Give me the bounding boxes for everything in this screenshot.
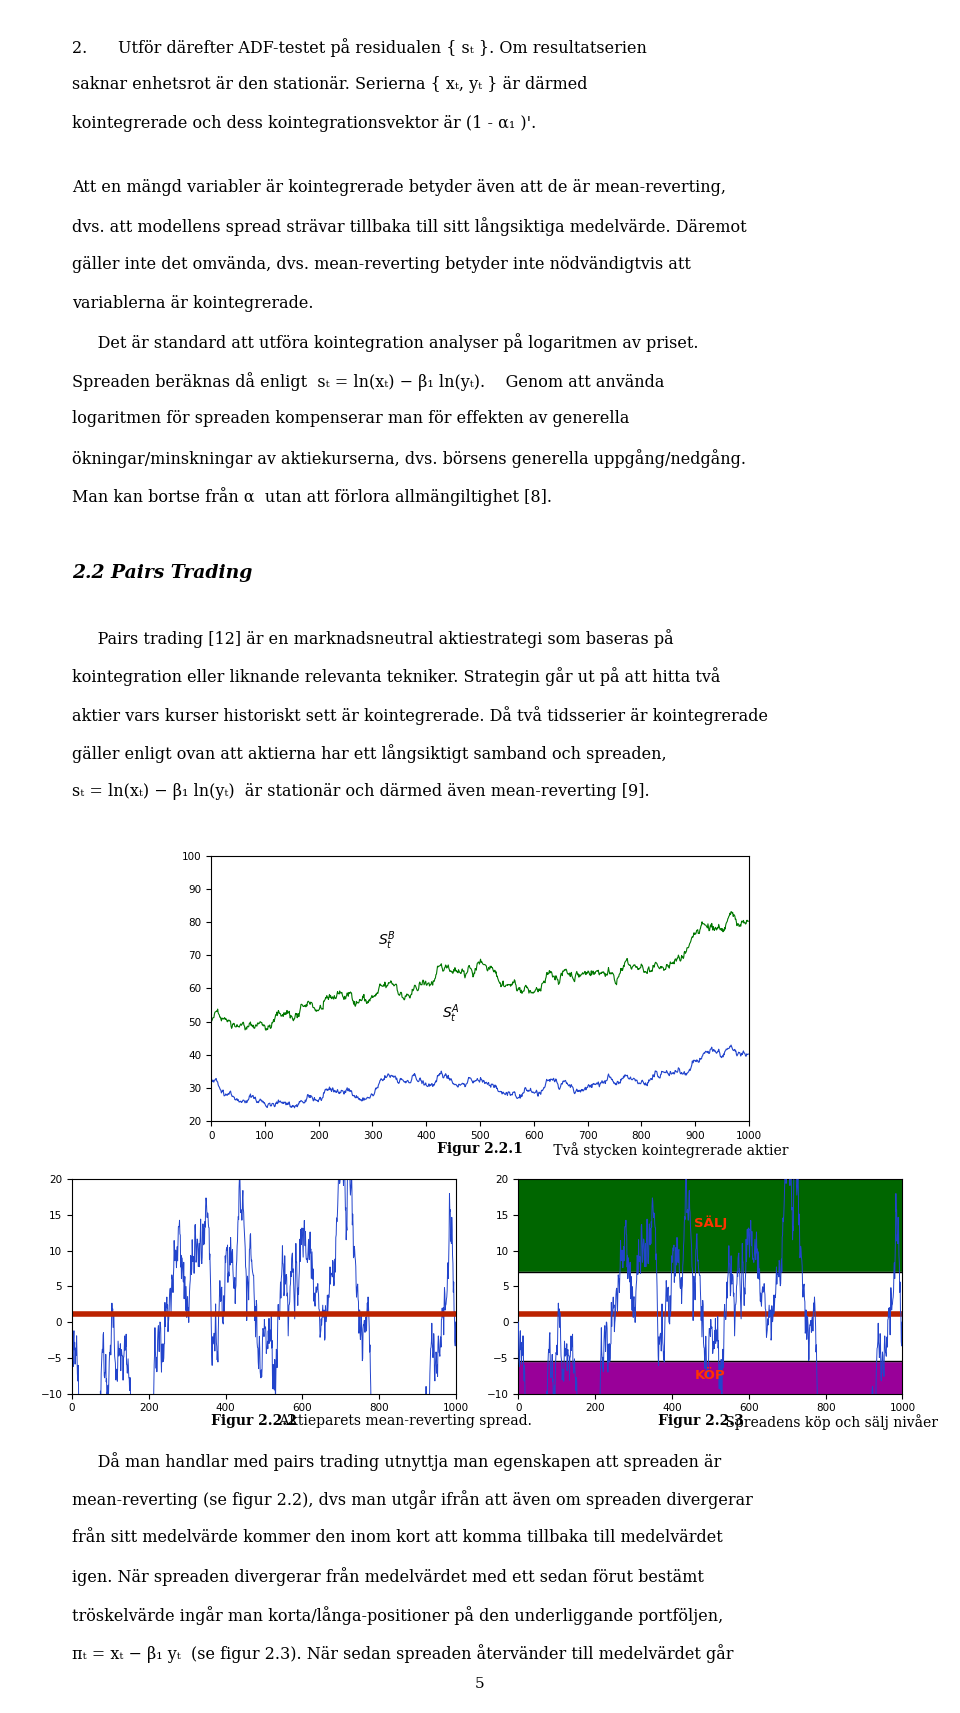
Text: SÄLJ: SÄLJ [694,1215,727,1230]
Text: logaritmen för spreaden kompenserar man för effekten av generella: logaritmen för spreaden kompenserar man … [72,411,630,427]
Bar [518,1273,902,1362]
Text: kointegration eller liknande relevanta tekniker. Strategin går ut på att hitta t: kointegration eller liknande relevanta t… [72,666,720,687]
Text: Då man handlar med pairs trading utnyttja man egenskapen att spreaden är: Då man handlar med pairs trading utnyttj… [72,1453,721,1471]
Text: Aktieparets mean-reverting spread.: Aktieparets mean-reverting spread. [275,1415,532,1429]
Text: saknar enhetsrot är den stationär. Serierna { xₜ, yₜ } är därmed: saknar enhetsrot är den stationär. Serie… [72,75,588,93]
Text: tröskelvärde ingår man korta/långa-positioner på den underliggande portföljen,: tröskelvärde ingår man korta/långa-posit… [72,1607,723,1626]
Text: 2.      Utför därefter ADF-testet på residualen { sₜ }. Om resultatserien: 2. Utför därefter ADF-testet på residual… [72,38,647,57]
Bar [518,1362,902,1394]
Text: Spreaden beräknas då enligt  sₜ = ln(xₜ) − β₁ ln(yₜ).    Genom att använda: Spreaden beräknas då enligt sₜ = ln(xₜ) … [72,372,664,391]
Text: mean-reverting (se figur 2.2), dvs man utgår ifrån att även om spreaden diverger: mean-reverting (se figur 2.2), dvs man u… [72,1490,753,1509]
Text: igen. När spreaden divergerar från medelvärdet med ett sedan förut bestämt: igen. När spreaden divergerar från medel… [72,1567,704,1586]
Text: aktier vars kurser historiskt sett är kointegrerade. Då två tidsserier är kointe: aktier vars kurser historiskt sett är ko… [72,706,768,725]
Bar [518,1179,902,1273]
Text: ökningar/minskningar av aktiekurserna, dvs. börsens generella uppgång/nedgång.: ökningar/minskningar av aktiekurserna, d… [72,449,746,468]
Text: $S_t^A$: $S_t^A$ [443,1002,460,1026]
Text: dvs. att modellens spread strävar tillbaka till sitt långsiktiga medelvärde. Där: dvs. att modellens spread strävar tillba… [72,218,747,236]
Text: kointegrerade och dess kointegrationsvektor är (1 - α₁ )'.: kointegrerade och dess kointegrationsvek… [72,115,537,132]
Text: Figur 2.2.1: Figur 2.2.1 [437,1141,523,1156]
Text: Att en mängd variabler är kointegrerade betyder även att de är mean-reverting,: Att en mängd variabler är kointegrerade … [72,180,726,195]
Text: $S_t^B$: $S_t^B$ [378,930,396,952]
Text: πₜ = xₜ − β₁ yₜ  (se figur 2.3). När sedan spreaden återvänder till medelvärdet : πₜ = xₜ − β₁ yₜ (se figur 2.3). När seda… [72,1644,733,1663]
Text: 2.2 Pairs Trading: 2.2 Pairs Trading [72,564,252,582]
Text: variablerna är kointegrerade.: variablerna är kointegrerade. [72,295,314,312]
Text: Figur 2.2.3: Figur 2.2.3 [658,1415,743,1429]
Text: Det är standard att utföra kointegration analyser på logaritmen av priset.: Det är standard att utföra kointegration… [72,332,699,353]
Text: 5: 5 [475,1677,485,1691]
Text: KÖP: KÖP [695,1369,726,1382]
Text: Figur 2.2.2: Figur 2.2.2 [211,1415,297,1429]
Text: Spreadens köp och sälj nivåer: Spreadens köp och sälj nivåer [721,1415,938,1430]
Text: Man kan bortse från α  utan att förlora allmängiltighet [8].: Man kan bortse från α utan att förlora a… [72,486,552,507]
Text: gäller enligt ovan att aktierna har ett långsiktigt samband och spreaden,: gäller enligt ovan att aktierna har ett … [72,743,666,764]
Text: gäller inte det omvända, dvs. mean-reverting betyder inte nödvändigtvis att: gäller inte det omvända, dvs. mean-rever… [72,257,691,272]
Text: Pairs trading [12] är en marknadsneutral aktiestrategi som baseras på: Pairs trading [12] är en marknadsneutral… [72,629,674,648]
Text: sₜ = ln(xₜ) − β₁ ln(yₜ)  är stationär och därmed även mean-reverting [9].: sₜ = ln(xₜ) − β₁ ln(yₜ) är stationär och… [72,783,650,800]
Text: från sitt medelvärde kommer den inom kort att komma tillbaka till medelvärdet: från sitt medelvärde kommer den inom kor… [72,1528,723,1545]
Text: Två stycken kointegrerade aktier: Två stycken kointegrerade aktier [549,1141,788,1158]
